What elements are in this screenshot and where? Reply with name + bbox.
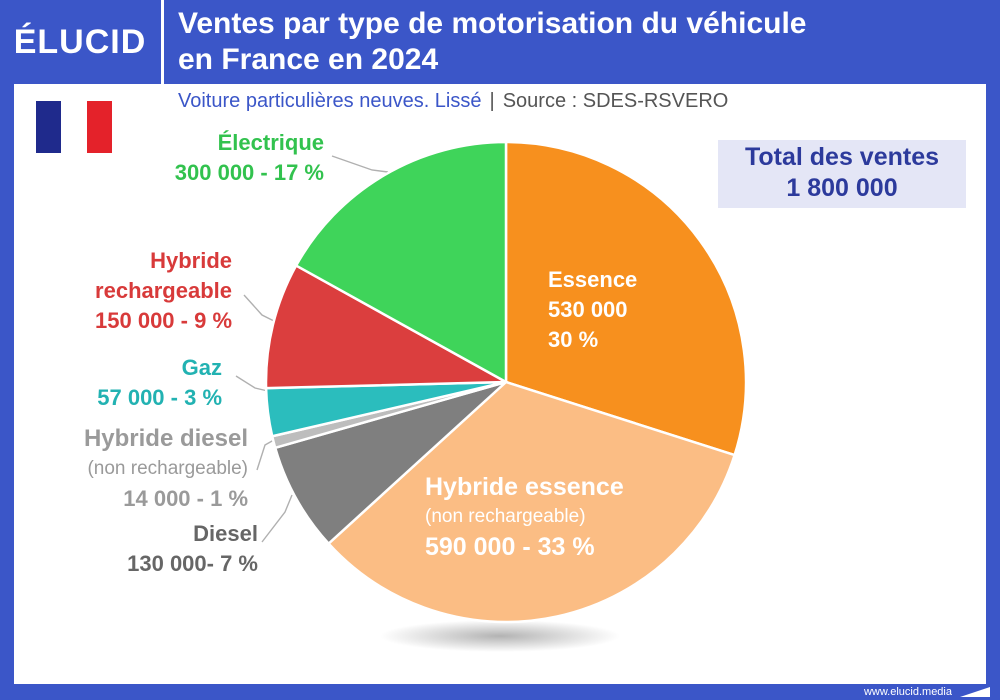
flag-stripe-white: [61, 101, 87, 153]
source-text: Source : SDES-RSVERO: [502, 90, 729, 112]
pie-shadow: [380, 620, 620, 652]
slice-label-line: Hybride: [150, 248, 232, 273]
slice-label-line: Gaz: [181, 355, 222, 380]
subtitle: Voiture particulières neuves. Lissé | Sour…: [178, 90, 728, 113]
header-bar: ÉLUCID Ventes par type de motorisation d…: [0, 0, 1000, 84]
title-line-1: Ventes par type de motorisation du véhic…: [178, 7, 807, 40]
total-label: Total des ventes: [744, 143, 940, 171]
total-sales-box: Total des ventes 1 800 000: [718, 140, 966, 208]
subtitle-text: Voiture particulières neuves. Lissé: [178, 90, 482, 112]
slice-label-line: Hybride diesel: [83, 425, 248, 452]
slice-label-electrique: Électrique 300 000 - 17 %: [175, 128, 324, 188]
leader-line-electrique: [331, 155, 389, 173]
slice-label-line: (non rechargeable): [87, 458, 248, 479]
leader-line-diesel: [261, 494, 293, 543]
flag-stripe-red: [86, 101, 112, 153]
slice-label-line: 130 000- 7 %: [127, 551, 258, 576]
slice-label-line: 590 000 - 33 %: [425, 533, 595, 561]
title-line-2: en France en 2024: [178, 43, 439, 76]
slice-label-hybride-diesel-non-rechargeable: Hybride diesel (non rechargeable) 14 000 -…: [84, 424, 248, 514]
pie-slices: [264, 140, 748, 624]
pie-slice-hybride-essence-non-rechargeable: [327, 380, 736, 624]
slice-label-line: rechargeable: [95, 278, 232, 303]
pie-slice-essence: [504, 140, 748, 457]
slice-label-hybride-essence-non-rechargeable: Hybride essence (non rechargeable) 590 000…: [425, 472, 624, 562]
slice-label-diesel: Diesel 130 000- 7 %: [127, 519, 258, 579]
pie-slice-hybride-rechargeable: [264, 264, 508, 390]
france-flag-icon: [36, 101, 112, 153]
subtitle-separator: |: [489, 90, 495, 112]
flag-stripe-blue: [36, 101, 62, 153]
slice-label-line: 300 000 - 17 %: [174, 160, 324, 185]
page-title: Ventes par type de motorisation du véhic…: [178, 6, 978, 78]
slice-label-line: Essence: [548, 267, 638, 292]
pie-slice-electrique: [294, 140, 508, 384]
slice-label-line: 14 000 - 1 %: [123, 486, 248, 511]
leader-lines: [235, 155, 389, 543]
logo-divider: [161, 0, 164, 84]
slice-label-line: Diesel: [193, 521, 258, 546]
elucid-mark-icon: [960, 687, 990, 697]
pie-slice-diesel: [273, 380, 508, 545]
leader-line-hybride-rechargeable: [243, 294, 277, 323]
slice-label-line: 150 000 - 9 %: [95, 308, 232, 333]
slice-label-line: Électrique: [217, 130, 324, 155]
slice-label-line: Hybride essence: [425, 473, 624, 501]
slice-label-line: (non rechargeable): [425, 506, 586, 527]
elucid-logo: ÉLUCID: [13, 22, 147, 61]
slice-label-essence: Essence 530 000 30 %: [548, 265, 637, 355]
slice-label-line: 530 000: [548, 297, 628, 322]
slice-label-gaz: Gaz 57 000 - 3 %: [97, 353, 222, 413]
slice-label-line: 57 000 - 3 %: [97, 385, 222, 410]
slice-label-line: 30 %: [548, 327, 599, 352]
footer-url: www.elucid.media: [863, 686, 952, 698]
total-value: 1 800 000: [786, 174, 898, 202]
slice-label-hybride-rechargeable: Hybride rechargeable 150 000 - 9 %: [95, 246, 232, 336]
